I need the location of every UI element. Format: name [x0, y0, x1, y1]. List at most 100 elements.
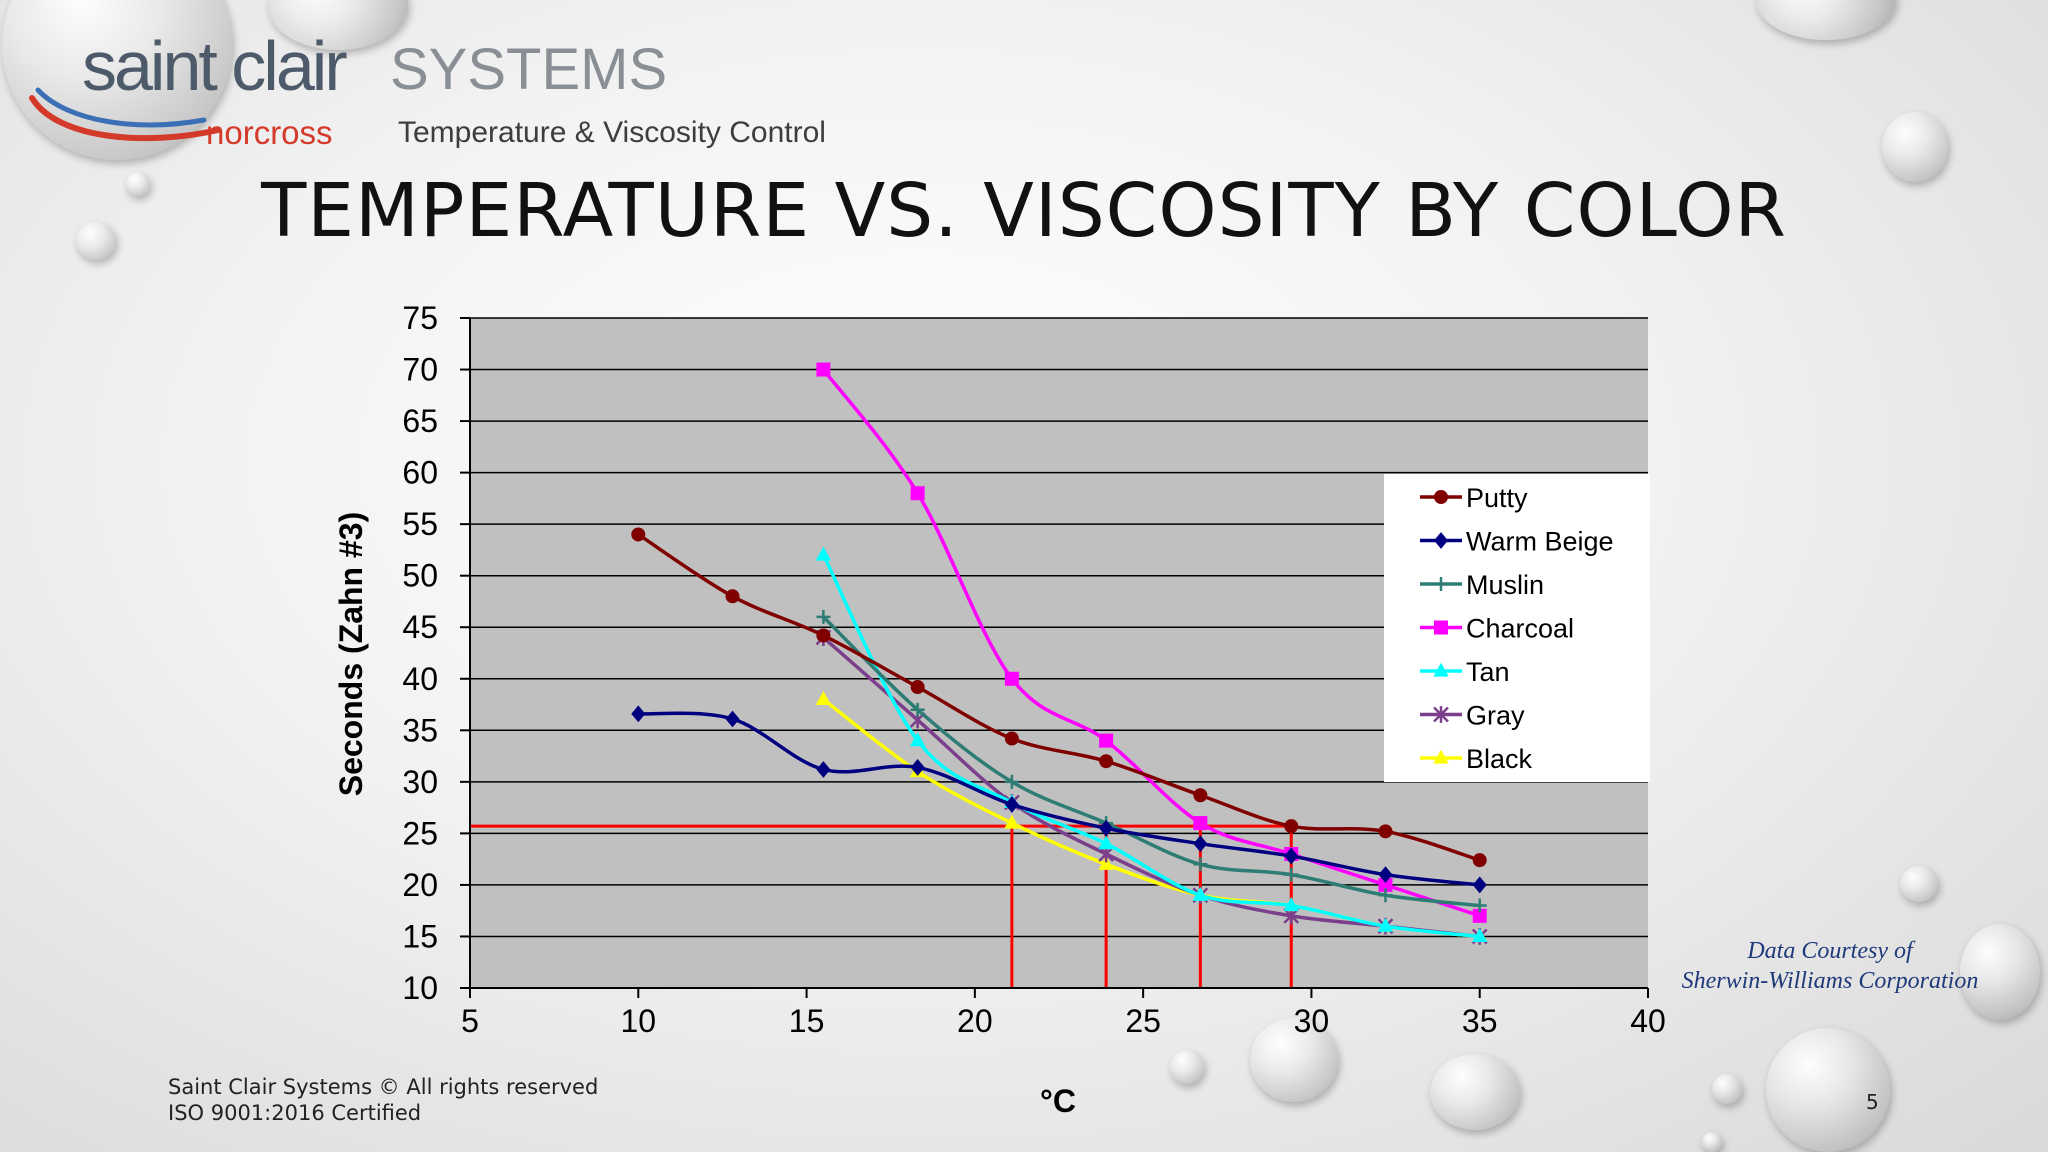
x-tick-label: 25 — [1125, 1003, 1161, 1039]
data-point — [1193, 816, 1208, 831]
legend-label: Muslin — [1466, 570, 1544, 600]
water-droplet — [1712, 1074, 1742, 1104]
footer-copyright: Saint Clair Systems © All rights reserve… — [168, 1075, 599, 1099]
data-point — [1283, 897, 1299, 912]
data-point — [1098, 835, 1114, 850]
water-droplet — [1882, 112, 1948, 182]
slide-title: TEMPERATURE VS. VISCOSITY BY COLOR — [261, 168, 1787, 254]
data-credit-line1: Data Courtesy of — [1747, 938, 1913, 964]
data-point — [910, 486, 925, 501]
data-point — [1434, 620, 1448, 635]
footer-iso: ISO 9001:2016 Certified — [168, 1101, 422, 1125]
data-point — [1472, 853, 1487, 868]
data-point — [816, 628, 831, 643]
legend-label: Charcoal — [1466, 614, 1574, 644]
data-point — [1378, 824, 1393, 839]
data-point — [815, 690, 832, 705]
x-tick-label: 35 — [1462, 1003, 1498, 1039]
y-axis-label: Seconds (Zahn #3) — [333, 512, 369, 797]
data-point — [1192, 886, 1209, 901]
y-tick-label: 40 — [402, 661, 438, 697]
legend: Putty Warm Beige Muslin Charcoal Tan Gray Blac… — [1384, 474, 1650, 782]
data-point — [1099, 754, 1114, 769]
data-point — [909, 732, 926, 747]
data-point — [1378, 877, 1393, 892]
data-point — [1434, 577, 1448, 591]
series-line-warm-beige — [638, 711, 1480, 887]
data-point — [1434, 532, 1448, 549]
legend-label: Black — [1466, 744, 1533, 774]
tick-labels: 10 15 20 25 30 35 40 45 50 55 60 65 70 75 5 10 15 20 25 30 3… — [402, 300, 1665, 1039]
data-point — [1004, 814, 1020, 829]
y-tick-label: 45 — [402, 609, 438, 645]
logo-brand-suffix: SYSTEMS — [390, 37, 668, 102]
legend-label: Putty — [1466, 483, 1528, 513]
x-tick-label: 10 — [620, 1003, 656, 1039]
data-point — [1378, 888, 1393, 903]
data-point — [631, 527, 646, 542]
y-tick-label: 30 — [402, 764, 438, 800]
reference-lines — [470, 824, 1293, 988]
axes — [469, 318, 1648, 989]
legend-label: Tan — [1466, 657, 1510, 687]
data-point — [1472, 928, 1488, 943]
data-point — [910, 759, 925, 776]
data-credit-line2: Sherwin-Williams Corporation — [1681, 968, 1979, 994]
data-point — [1004, 731, 1019, 746]
water-droplet — [1766, 1028, 1890, 1152]
data-point — [1433, 749, 1449, 764]
series-lines — [631, 362, 1488, 945]
data-point — [1377, 917, 1394, 932]
data-point — [1472, 908, 1487, 923]
y-tick-label: 60 — [402, 455, 438, 491]
legend-label: Gray — [1466, 701, 1525, 731]
data-point — [1004, 671, 1019, 686]
x-tick-label: 5 — [461, 1003, 479, 1039]
water-droplet — [1900, 866, 1938, 902]
logo-swoosh-icon — [29, 87, 221, 142]
logo-tagline: Temperature & Viscosity Control — [398, 116, 826, 149]
logo-sub-brand: norcross — [206, 114, 333, 151]
data-point — [631, 705, 646, 723]
x-axis-label: °C — [1040, 1083, 1076, 1119]
data-point — [816, 362, 831, 377]
water-droplet — [1170, 1050, 1204, 1084]
water-droplet — [1430, 1054, 1520, 1130]
data-point — [1472, 876, 1487, 894]
y-tick-label: 35 — [402, 712, 438, 748]
y-tick-label: 25 — [402, 815, 438, 851]
water-droplet — [1960, 924, 2040, 1020]
x-tick-label: 40 — [1630, 1003, 1666, 1039]
logo-brand: saint clair — [82, 27, 348, 105]
series-line-tan — [821, 554, 1480, 939]
data-point — [816, 761, 831, 778]
water-droplet — [1702, 1132, 1722, 1152]
page-number: 5 — [1866, 1090, 1879, 1114]
x-tick-label: 15 — [789, 1003, 825, 1039]
data-point — [1193, 788, 1208, 803]
data-point — [1004, 774, 1019, 789]
y-tick-label: 55 — [402, 506, 438, 542]
data-point — [1434, 490, 1448, 504]
data-point — [815, 546, 832, 561]
data-point — [1193, 835, 1208, 853]
data-point — [910, 680, 925, 695]
y-tick-label: 10 — [402, 970, 438, 1006]
data-point — [1284, 847, 1299, 865]
data-point — [1433, 706, 1449, 723]
x-tick-label: 30 — [1294, 1003, 1330, 1039]
y-tick-label: 20 — [402, 867, 438, 903]
x-tick-label: 20 — [957, 1003, 993, 1039]
data-point — [725, 710, 740, 728]
data-point — [1284, 867, 1299, 882]
water-droplet — [76, 222, 116, 260]
data-point — [1433, 662, 1449, 677]
data-point — [1472, 898, 1487, 913]
y-tick-label: 65 — [402, 403, 438, 439]
water-droplet — [1250, 1018, 1338, 1102]
y-tick-label: 50 — [402, 558, 438, 594]
data-point — [1098, 855, 1114, 870]
data-point — [910, 702, 925, 717]
y-tick-label: 15 — [402, 918, 438, 954]
